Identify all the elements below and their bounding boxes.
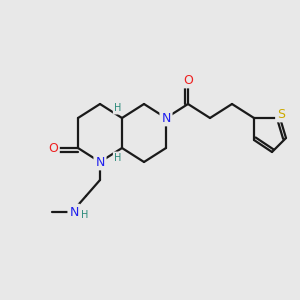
Text: O: O [183, 74, 193, 86]
Text: H: H [114, 153, 122, 163]
Text: N: N [69, 206, 79, 218]
Text: N: N [161, 112, 171, 124]
Text: O: O [48, 142, 58, 154]
Text: S: S [277, 107, 285, 121]
Text: H: H [81, 210, 89, 220]
Text: H: H [114, 103, 122, 113]
Text: N: N [95, 155, 105, 169]
